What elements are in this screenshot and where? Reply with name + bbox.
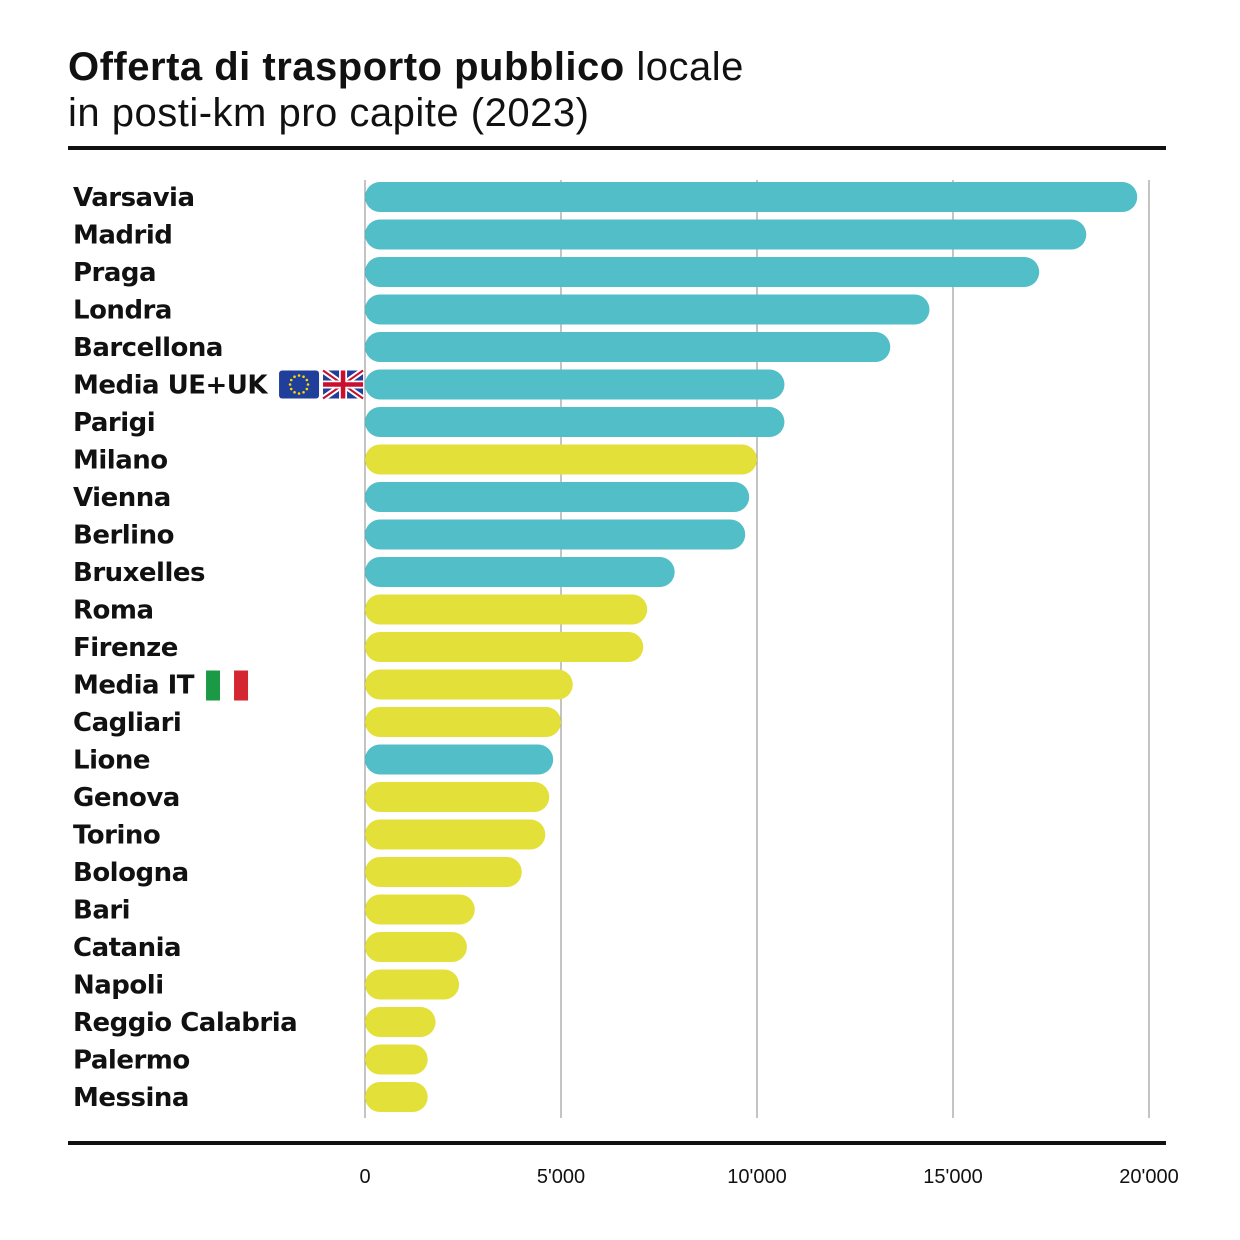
category-label: Palermo: [73, 1046, 190, 1076]
bar: [365, 707, 561, 737]
eu-flag-icon: [279, 370, 320, 399]
x-tick-label: 10'000: [727, 1166, 786, 1188]
title-bold: Offerta di trasporto pubblico: [68, 45, 625, 89]
category-label: Barcellona: [73, 333, 223, 363]
category-label: Reggio Calabria: [73, 1008, 297, 1038]
category-label: Media IT: [73, 671, 195, 701]
bar: [365, 819, 546, 850]
category-label: Berlino: [73, 521, 174, 551]
category-label: Bruxelles: [73, 558, 205, 588]
bar: [365, 557, 675, 587]
bar: [365, 369, 785, 400]
uk-flag-icon: [321, 368, 365, 401]
bar: [365, 632, 644, 662]
bar: [365, 332, 891, 362]
chart-title: Offerta di trasporto pubblico locale in …: [68, 44, 744, 136]
category-label: Bologna: [73, 858, 189, 888]
category-label: Londra: [73, 296, 172, 326]
bars: [365, 182, 1138, 1112]
category-label: Bari: [73, 896, 130, 926]
category-label: Napoli: [73, 971, 164, 1001]
title-line2: in posti-km pro capite (2023): [68, 91, 590, 135]
category-label: Messina: [73, 1083, 189, 1113]
category-label: Catania: [73, 933, 181, 963]
category-label: Media UE+UK: [73, 371, 268, 401]
bar: [365, 669, 573, 700]
category-label: Lione: [73, 746, 150, 776]
bar: [365, 932, 467, 962]
title-light: locale: [636, 45, 744, 89]
category-label: Roma: [73, 596, 154, 626]
bar: [365, 782, 550, 812]
bar: [365, 969, 460, 1000]
bar: [365, 894, 475, 925]
bar: [365, 482, 750, 512]
bottom-rule: [68, 1141, 1166, 1145]
bar: [365, 182, 1138, 212]
bar: [365, 1007, 436, 1037]
x-tick-label: 20'000: [1119, 1166, 1178, 1188]
category-label: Cagliari: [73, 708, 181, 738]
category-label: Praga: [73, 258, 156, 288]
bar: [365, 407, 785, 437]
bar: [365, 219, 1087, 250]
category-label: Genova: [73, 783, 180, 813]
bar: [365, 857, 522, 887]
category-label: Milano: [73, 446, 168, 476]
x-tick-label: 15'000: [923, 1166, 982, 1188]
top-rule: [68, 146, 1166, 150]
category-label: Parigi: [73, 408, 155, 438]
bar: [365, 294, 930, 325]
category-label: Madrid: [73, 221, 172, 251]
x-tick-label: 0: [359, 1166, 370, 1188]
category-label: Torino: [73, 821, 160, 851]
category-label: Firenze: [73, 633, 178, 663]
bar: [365, 594, 648, 625]
bar: [365, 744, 554, 775]
italy-flag-icon: [206, 670, 249, 701]
bar: [365, 1082, 428, 1112]
category-label: Varsavia: [73, 183, 195, 213]
bar: [365, 444, 757, 475]
category-label: Vienna: [73, 483, 171, 513]
bar: [365, 1044, 428, 1075]
bar: [365, 257, 1040, 287]
bar: [365, 519, 746, 550]
x-tick-label: 5'000: [537, 1166, 585, 1188]
